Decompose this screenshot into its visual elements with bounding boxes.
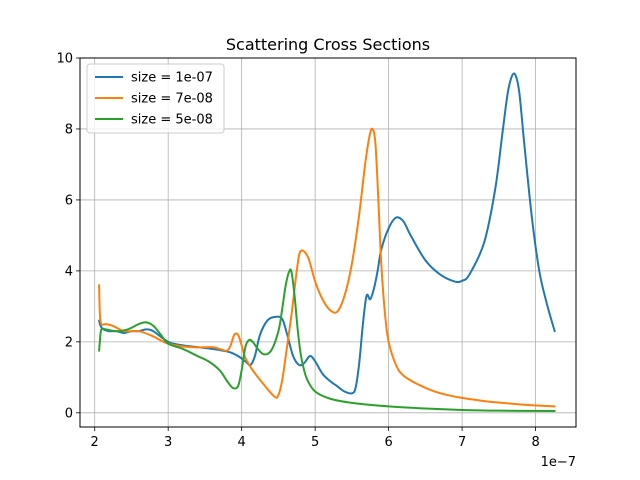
legend-label: size = 1e-07	[131, 71, 213, 86]
series-line-3	[98, 268, 556, 413]
y-tick-label: 6	[65, 193, 73, 208]
series-layer	[98, 72, 556, 413]
legend: size = 1e-07 size = 7e-08 size = 5e-08	[86, 63, 225, 134]
x-axis: 2 3 4 5 6 7 8	[91, 427, 540, 450]
x-tick-label: 6	[384, 435, 392, 450]
y-tick-label: 4	[65, 264, 73, 279]
y-axis: 0 2 4 6 8 10	[56, 52, 80, 421]
y-tick-label: 8	[65, 122, 73, 137]
x-offset-label: 1e−7	[541, 455, 576, 470]
chart-title: Scattering Cross Sections	[226, 35, 430, 54]
y-tick-label: 0	[65, 406, 73, 421]
x-tick-label: 4	[238, 435, 246, 450]
series-line-1	[98, 72, 556, 395]
legend-label: size = 5e-08	[131, 113, 213, 128]
y-tick-label: 10	[56, 52, 73, 67]
axes-frame	[79, 57, 577, 428]
series-line-2	[98, 127, 556, 408]
legend-box	[86, 63, 225, 134]
plot-area	[98, 72, 556, 413]
y-tick-label: 2	[65, 335, 73, 350]
x-tick-label: 7	[458, 435, 466, 450]
x-tick-label: 2	[91, 435, 99, 450]
x-tick-label: 3	[164, 435, 172, 450]
x-tick-label: 8	[531, 435, 539, 450]
x-tick-label: 5	[311, 435, 319, 450]
legend-label: size = 7e-08	[131, 92, 213, 107]
